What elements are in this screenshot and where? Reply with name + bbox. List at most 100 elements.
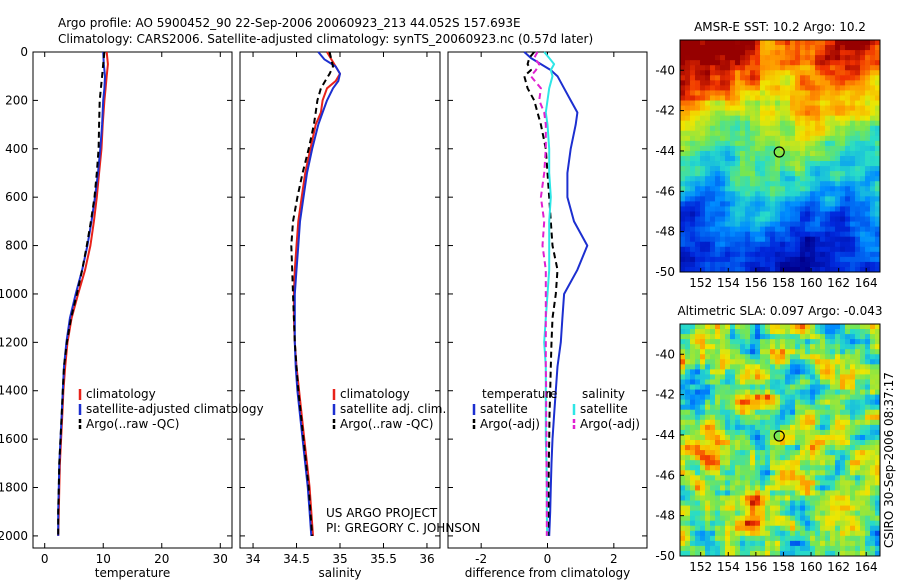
- map-cell: [850, 490, 856, 497]
- map-cell: [855, 45, 861, 51]
- map-cell: [850, 394, 856, 401]
- map-cell: [740, 505, 746, 512]
- map-cell: [795, 135, 801, 142]
- map-cell: [820, 231, 826, 238]
- map-cell: [715, 404, 721, 411]
- map-cell: [820, 241, 826, 248]
- map-cell: [745, 90, 751, 97]
- map-cell: [845, 374, 851, 381]
- map-cell: [710, 545, 716, 552]
- map-cell: [800, 485, 806, 492]
- map-cell: [815, 161, 821, 167]
- map-cell: [825, 495, 831, 502]
- map-cell: [820, 470, 826, 476]
- map-cell: [830, 176, 836, 182]
- map-cell: [735, 150, 741, 157]
- map-cell: [860, 500, 866, 507]
- map-cell: [715, 156, 721, 162]
- map-cell: [775, 440, 781, 446]
- map-cell: [760, 115, 766, 122]
- map-cell: [740, 389, 746, 396]
- map-cell: [780, 540, 786, 547]
- map-cell: [870, 40, 876, 46]
- map-cell: [765, 226, 771, 233]
- map-cell: [705, 75, 711, 81]
- map-cell: [805, 50, 811, 56]
- map-cell: [835, 374, 841, 381]
- map-cell: [730, 50, 736, 56]
- map-cell: [755, 226, 761, 233]
- map-cell: [860, 490, 866, 497]
- map-cell: [775, 515, 781, 522]
- map-cell: [755, 80, 761, 86]
- map-cell: [860, 95, 866, 102]
- map-cell: [750, 359, 756, 365]
- map-cell: [810, 535, 816, 542]
- map-cell: [690, 545, 696, 552]
- map-cell: [780, 339, 786, 345]
- map-cell: [760, 440, 766, 446]
- map-cell: [680, 135, 686, 142]
- map-cell: [825, 389, 831, 396]
- map-cell: [785, 520, 791, 527]
- map-cell: [815, 470, 821, 476]
- map-cell: [695, 324, 701, 330]
- map-cell: [795, 50, 801, 56]
- map-cell: [865, 540, 871, 547]
- map-cell: [795, 90, 801, 97]
- map-cell: [810, 520, 816, 527]
- map-cell: [830, 50, 836, 56]
- map-cell: [820, 125, 826, 132]
- map-cell: [745, 379, 751, 386]
- map-cell: [810, 145, 816, 152]
- map-cell: [820, 374, 826, 381]
- temperature-axes: [32, 51, 233, 549]
- map-cell: [710, 50, 716, 56]
- map-cell: [800, 364, 806, 370]
- map-cell: [725, 196, 731, 202]
- map-cell: [705, 344, 711, 350]
- map-cell: [715, 251, 721, 258]
- map-cell: [745, 434, 751, 441]
- map-cell: [800, 394, 806, 401]
- map-cell: [790, 186, 796, 192]
- map-cell: [850, 495, 856, 502]
- map-cell: [795, 364, 801, 370]
- map-cell: [770, 384, 776, 391]
- map-cell: [695, 434, 701, 441]
- map-cell: [680, 196, 686, 202]
- map-cell: [855, 85, 861, 92]
- map-cell: [775, 334, 781, 340]
- map-cell: [705, 354, 711, 360]
- map-cell: [710, 450, 716, 456]
- map-cell: [780, 550, 786, 556]
- map-x-tick-label: 152: [689, 276, 712, 290]
- map-cell: [860, 201, 866, 208]
- map-cell: [795, 374, 801, 381]
- map-cell: [755, 409, 761, 416]
- map-cell: [690, 485, 696, 492]
- map-cell: [830, 40, 836, 46]
- map-cell: [780, 515, 786, 522]
- map-cell: [835, 90, 841, 97]
- map-cell: [785, 171, 791, 177]
- map-cell: [710, 440, 716, 446]
- map-cell: [695, 211, 701, 218]
- map-cell: [700, 55, 706, 61]
- map-cell: [700, 545, 706, 552]
- map-cell: [805, 460, 811, 466]
- map-cell: [685, 90, 691, 97]
- map-cell: [725, 394, 731, 401]
- map-cell: [810, 241, 816, 248]
- map-cell: [875, 540, 880, 547]
- map-cell: [725, 130, 731, 137]
- map-cell: [695, 191, 701, 197]
- map-cell: [735, 256, 741, 263]
- map-cell: [745, 261, 751, 268]
- argo-location-marker: [773, 430, 785, 442]
- map-cell: [705, 434, 711, 441]
- map-cell: [705, 409, 711, 416]
- map-cell: [705, 55, 711, 61]
- map-cell: [755, 236, 761, 243]
- map-cell: [700, 156, 706, 162]
